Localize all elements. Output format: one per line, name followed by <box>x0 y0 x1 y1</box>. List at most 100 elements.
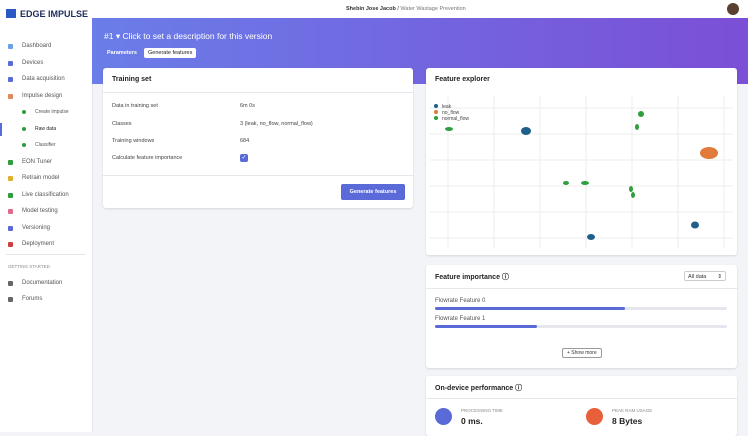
feature-name: Flowrate Feature 1 <box>435 316 486 322</box>
menu-item[interactable]: Devices <box>22 59 44 66</box>
title: On-device performance <box>435 385 514 392</box>
menu-icon <box>8 225 13 231</box>
menu-icon <box>8 159 13 165</box>
menu-icon <box>22 143 26 147</box>
menu-item[interactable]: EON Tuner <box>22 158 53 165</box>
filter-select[interactable]: All data ⇕ <box>684 271 726 281</box>
version: #1 <box>104 31 114 41</box>
legend-label: normal_flow <box>442 116 469 122</box>
row-label: Data in training set <box>112 103 158 109</box>
menu-item[interactable]: Deployment <box>22 241 55 247</box>
menu-item[interactable]: Raw data <box>35 125 57 132</box>
separator: / <box>397 6 399 12</box>
avatar[interactable] <box>727 3 739 15</box>
metric-label: PROCESSING TIME <box>461 408 503 413</box>
menu-item[interactable]: Dashboard <box>22 43 52 49</box>
top-bar <box>92 0 748 18</box>
metric-icon <box>435 408 452 425</box>
menu-item[interactable]: Retrain model <box>22 175 60 181</box>
row-value: 684 <box>240 138 250 144</box>
menu-item[interactable]: Create impulse <box>35 109 69 115</box>
cluster <box>638 111 644 117</box>
tab-active[interactable]: Generate features <box>144 48 197 58</box>
menu-icon <box>8 93 13 99</box>
menu-icon <box>22 110 26 114</box>
legend-label: no_flow <box>442 110 460 116</box>
legend-swatch <box>434 110 438 114</box>
menu-item[interactable]: Classifier <box>35 142 56 148</box>
cluster <box>631 192 635 198</box>
checkbox-label: Calculate feature importance <box>112 155 183 161</box>
cluster <box>635 124 639 130</box>
menu-icon <box>8 44 13 49</box>
menu-icon <box>8 242 13 247</box>
menu-icon <box>8 176 13 181</box>
user: Shebin Jose Jacob <box>346 6 396 12</box>
sidebar-link[interactable]: Forums <box>22 296 43 302</box>
link-icon <box>8 281 13 286</box>
divider <box>103 92 413 93</box>
description: Click to set a description for this vers… <box>122 31 273 41</box>
cluster <box>691 221 699 229</box>
cluster <box>700 147 718 159</box>
filter: All data <box>688 274 707 280</box>
metric-value: 0 ms. <box>461 416 483 426</box>
show-more[interactable]: + Show more <box>562 348 602 358</box>
active-indicator <box>0 122 2 136</box>
sidebar-link[interactable]: Documentation <box>22 280 63 286</box>
row-value: 6m 0s <box>240 103 255 109</box>
divider <box>6 254 86 255</box>
card-title: Training set <box>112 76 152 83</box>
logo-icon <box>6 9 16 18</box>
tab[interactable]: Parameters <box>107 50 137 56</box>
bar <box>435 325 538 328</box>
metric-value: 8 Bytes <box>612 416 643 426</box>
row-label: Training windows <box>112 138 155 144</box>
cluster <box>445 127 453 131</box>
divider <box>426 288 737 289</box>
menu-item[interactable]: Live classification <box>22 191 69 198</box>
metric-label: PEAK RAM USAGE <box>612 408 653 413</box>
cluster <box>563 181 569 185</box>
sidebar <box>0 0 93 432</box>
menu-icon <box>8 192 13 198</box>
card-title: On-device performance ⓘ <box>435 385 523 392</box>
bar <box>435 307 625 310</box>
cluster <box>629 186 633 192</box>
cluster <box>581 181 589 185</box>
menu-icon <box>8 209 13 214</box>
menu-item[interactable]: Data acquisition <box>22 76 65 82</box>
divider <box>426 398 737 399</box>
link-icon <box>8 297 13 302</box>
generate-button[interactable]: Generate features <box>341 184 405 200</box>
breadcrumb: Shebin Jose Jacob / Water Wastage Preven… <box>346 6 466 12</box>
menu-item[interactable]: Model testing <box>22 208 58 214</box>
legend-swatch <box>434 116 438 120</box>
menu-icon <box>22 126 26 131</box>
row-value: 3 (leak, no_flow, normal_flow) <box>240 120 313 127</box>
version-title[interactable]: #1 ▾ Click to set a description for this… <box>104 31 273 41</box>
cluster <box>521 127 531 135</box>
importance-card <box>426 265 737 368</box>
menu-item[interactable]: Versioning <box>22 224 51 231</box>
cluster <box>587 234 595 240</box>
row-label: Classes <box>112 120 132 127</box>
divider <box>103 175 413 176</box>
feature-name: Flowrate Feature 0 <box>435 298 486 304</box>
performance-card <box>426 376 737 436</box>
checkbox[interactable]: ✓ <box>240 154 248 162</box>
legend-label: leak <box>442 104 452 110</box>
menu-icon <box>8 60 13 66</box>
explorer-card <box>426 68 737 255</box>
title: Feature importance <box>435 274 500 281</box>
menu-item[interactable]: Impulse design <box>22 92 63 99</box>
card-title: Feature explorer <box>435 76 490 83</box>
metric-icon <box>586 408 603 425</box>
legend-swatch <box>434 104 438 108</box>
section-label: GETTING STARTED <box>8 264 50 269</box>
project: Water Wastage Prevention <box>400 6 466 12</box>
logo: EDGE IMPULSE <box>20 9 89 19</box>
menu-icon <box>8 77 13 82</box>
